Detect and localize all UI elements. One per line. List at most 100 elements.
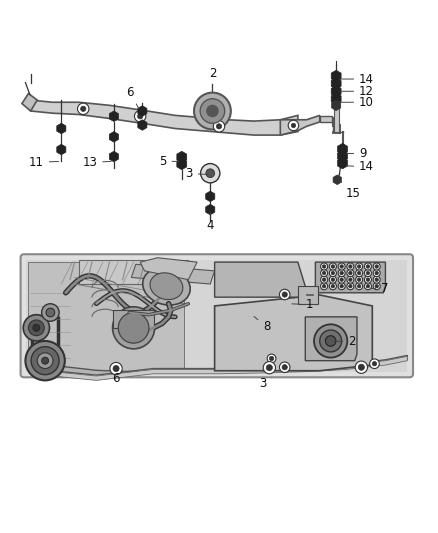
- Polygon shape: [22, 93, 37, 111]
- Ellipse shape: [150, 273, 183, 300]
- Text: 11: 11: [29, 156, 59, 169]
- Circle shape: [349, 278, 352, 281]
- Polygon shape: [113, 310, 154, 328]
- Text: 2: 2: [208, 67, 216, 91]
- Polygon shape: [110, 151, 118, 162]
- Circle shape: [282, 292, 287, 297]
- Circle shape: [329, 282, 336, 290]
- Text: 2: 2: [333, 335, 356, 349]
- Circle shape: [279, 289, 290, 300]
- Circle shape: [356, 282, 363, 290]
- Circle shape: [200, 99, 225, 123]
- Polygon shape: [331, 78, 341, 89]
- Text: 3: 3: [259, 370, 266, 390]
- Polygon shape: [140, 258, 197, 280]
- Circle shape: [356, 276, 363, 283]
- Polygon shape: [280, 115, 320, 135]
- Circle shape: [373, 282, 380, 290]
- Circle shape: [357, 271, 361, 275]
- Circle shape: [370, 359, 379, 368]
- Ellipse shape: [118, 312, 149, 343]
- Circle shape: [321, 282, 328, 290]
- Circle shape: [357, 285, 361, 288]
- Circle shape: [340, 271, 343, 275]
- Circle shape: [366, 285, 370, 288]
- Ellipse shape: [23, 314, 49, 341]
- Text: 13: 13: [82, 156, 111, 169]
- Polygon shape: [31, 100, 298, 135]
- Circle shape: [349, 265, 352, 268]
- Circle shape: [375, 265, 378, 268]
- Polygon shape: [338, 143, 347, 155]
- Ellipse shape: [325, 336, 336, 346]
- Circle shape: [364, 276, 371, 283]
- Polygon shape: [138, 120, 147, 130]
- Circle shape: [366, 271, 370, 275]
- Circle shape: [364, 282, 371, 290]
- Polygon shape: [332, 100, 341, 110]
- FancyBboxPatch shape: [21, 254, 413, 377]
- Circle shape: [322, 271, 326, 275]
- Circle shape: [207, 106, 218, 117]
- Polygon shape: [28, 356, 407, 381]
- Circle shape: [356, 270, 363, 277]
- Ellipse shape: [33, 324, 40, 332]
- Polygon shape: [28, 356, 407, 375]
- Circle shape: [201, 164, 220, 183]
- Circle shape: [113, 366, 119, 372]
- Polygon shape: [57, 144, 66, 155]
- Polygon shape: [331, 70, 341, 82]
- Text: 6: 6: [126, 86, 139, 109]
- Circle shape: [349, 271, 352, 275]
- Circle shape: [288, 120, 299, 131]
- Ellipse shape: [143, 268, 190, 305]
- Text: 14: 14: [340, 72, 374, 85]
- Circle shape: [138, 114, 143, 119]
- Circle shape: [194, 93, 231, 130]
- Polygon shape: [138, 106, 147, 116]
- Text: 3: 3: [185, 167, 208, 180]
- Circle shape: [321, 270, 328, 277]
- Polygon shape: [110, 132, 118, 142]
- Circle shape: [206, 169, 215, 177]
- Circle shape: [375, 285, 378, 288]
- Polygon shape: [206, 191, 215, 201]
- Circle shape: [373, 276, 380, 283]
- Circle shape: [331, 271, 335, 275]
- Text: 15: 15: [339, 181, 361, 200]
- Ellipse shape: [42, 357, 49, 364]
- Text: 7: 7: [371, 282, 389, 295]
- Circle shape: [134, 110, 146, 122]
- Circle shape: [373, 263, 380, 270]
- Ellipse shape: [42, 304, 59, 321]
- Text: 14: 14: [346, 160, 374, 173]
- Circle shape: [267, 354, 276, 363]
- Circle shape: [375, 278, 378, 281]
- Circle shape: [364, 263, 371, 270]
- Polygon shape: [333, 175, 342, 184]
- Polygon shape: [206, 204, 215, 215]
- Polygon shape: [177, 151, 187, 163]
- Circle shape: [357, 265, 361, 268]
- Circle shape: [366, 278, 370, 281]
- Text: 5: 5: [159, 155, 179, 168]
- Circle shape: [322, 265, 326, 268]
- Polygon shape: [305, 317, 357, 361]
- Circle shape: [269, 356, 274, 361]
- Circle shape: [366, 265, 370, 268]
- Ellipse shape: [31, 346, 59, 375]
- Circle shape: [291, 123, 296, 128]
- Circle shape: [329, 270, 336, 277]
- Circle shape: [356, 263, 363, 270]
- Circle shape: [347, 276, 354, 283]
- Circle shape: [375, 271, 378, 275]
- Text: 8: 8: [254, 317, 270, 333]
- Circle shape: [322, 278, 326, 281]
- Text: 12: 12: [340, 85, 374, 98]
- Circle shape: [347, 270, 354, 277]
- Circle shape: [358, 364, 364, 370]
- Ellipse shape: [25, 341, 65, 381]
- Circle shape: [364, 270, 371, 277]
- Circle shape: [338, 282, 345, 290]
- Circle shape: [81, 106, 86, 111]
